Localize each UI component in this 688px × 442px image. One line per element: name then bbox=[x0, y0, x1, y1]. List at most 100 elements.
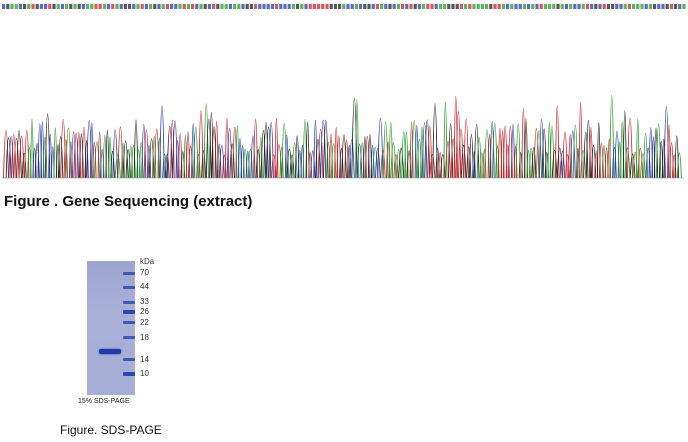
base-call-glyph bbox=[338, 4, 342, 9]
trace-peak bbox=[265, 126, 272, 179]
base-call-glyph bbox=[447, 4, 451, 9]
trace-peak bbox=[250, 135, 256, 179]
base-call-glyph bbox=[560, 4, 564, 9]
base-call-glyph bbox=[632, 4, 636, 9]
base-call-glyph bbox=[375, 4, 379, 9]
trace-peak bbox=[11, 134, 17, 179]
trace-peak bbox=[390, 142, 397, 179]
trace-peak bbox=[598, 142, 604, 179]
base-call-glyph bbox=[577, 4, 581, 9]
marker-label-10: 10 bbox=[140, 369, 149, 378]
base-call-glyph bbox=[149, 4, 153, 9]
trace-peak bbox=[268, 122, 274, 179]
trace-peak bbox=[112, 129, 119, 179]
base-call-glyph bbox=[10, 4, 14, 9]
base-call-glyph bbox=[514, 4, 518, 9]
marker-band-18 bbox=[123, 336, 135, 339]
trace-peak bbox=[622, 110, 627, 179]
trace-peak bbox=[216, 143, 222, 179]
base-call-glyph bbox=[279, 4, 283, 9]
trace-peak bbox=[341, 134, 347, 179]
trace-peak bbox=[166, 125, 173, 179]
trace-peak bbox=[18, 136, 25, 179]
base-call-glyph bbox=[228, 4, 232, 9]
marker-label-70: 70 bbox=[140, 268, 149, 277]
trace-peak bbox=[128, 145, 134, 179]
base-call-glyph bbox=[98, 4, 102, 9]
trace-peak bbox=[645, 147, 651, 179]
trace-peak bbox=[308, 151, 313, 179]
trace-peak bbox=[229, 143, 235, 179]
trace-peak bbox=[554, 104, 560, 179]
base-call-glyph bbox=[405, 4, 409, 9]
trace-peak bbox=[612, 146, 617, 179]
base-call-glyph bbox=[81, 4, 85, 9]
base-call-glyph bbox=[329, 4, 333, 9]
base-call-glyph bbox=[401, 4, 405, 9]
base-call-glyph bbox=[35, 4, 39, 9]
base-call-glyph bbox=[518, 4, 522, 9]
base-call-glyph bbox=[2, 4, 6, 9]
trace-peak bbox=[122, 140, 129, 179]
trace-peak bbox=[510, 123, 516, 179]
marker-band-70 bbox=[123, 272, 135, 275]
base-call-glyph bbox=[388, 4, 392, 9]
base-call-glyph bbox=[191, 4, 195, 9]
trace-peak bbox=[375, 148, 381, 179]
base-call-glyph bbox=[543, 4, 547, 9]
base-call-glyph bbox=[501, 4, 505, 9]
trace-peak bbox=[455, 111, 462, 179]
base-call-glyph bbox=[262, 4, 266, 9]
base-call-glyph bbox=[510, 4, 514, 9]
base-call-glyph bbox=[548, 4, 552, 9]
base-call-glyph bbox=[333, 4, 337, 9]
trace-peak bbox=[438, 152, 443, 179]
base-call-glyph bbox=[224, 4, 228, 9]
base-call-glyph bbox=[107, 4, 111, 9]
base-call-glyph bbox=[455, 4, 459, 9]
base-call-glyph bbox=[653, 4, 657, 9]
base-call-glyph bbox=[73, 4, 77, 9]
trace-peak bbox=[289, 154, 295, 179]
base-call-glyph bbox=[153, 4, 157, 9]
gel-percentage-caption: 15% SDS-PAGE bbox=[78, 398, 130, 405]
base-call-glyph bbox=[249, 4, 253, 9]
base-call-glyph bbox=[665, 4, 669, 9]
trace-peak bbox=[565, 154, 570, 179]
trace-peak bbox=[130, 144, 136, 179]
base-call-glyph bbox=[102, 4, 106, 9]
base-call-glyph bbox=[254, 4, 258, 9]
base-call-glyph bbox=[480, 4, 484, 9]
trace-peak bbox=[21, 152, 27, 179]
base-call-glyph bbox=[90, 4, 94, 9]
trace-peak bbox=[279, 146, 284, 179]
trace-peak bbox=[429, 154, 436, 179]
base-call-glyph bbox=[342, 4, 346, 9]
base-call-glyph bbox=[65, 4, 69, 9]
base-call-glyph bbox=[648, 4, 652, 9]
base-call-glyph bbox=[464, 4, 468, 9]
base-call-glyph bbox=[409, 4, 413, 9]
base-call-glyph bbox=[77, 4, 81, 9]
trace-peak bbox=[443, 101, 448, 179]
base-call-glyph bbox=[94, 4, 98, 9]
trace-peak bbox=[355, 99, 359, 179]
base-call-glyph bbox=[287, 4, 291, 9]
base-call-glyph bbox=[270, 4, 274, 9]
base-call-glyph bbox=[245, 4, 249, 9]
base-call-glyph bbox=[170, 4, 174, 9]
marker-band-26 bbox=[123, 310, 135, 314]
base-call-glyph bbox=[308, 4, 312, 9]
trace-peak bbox=[53, 127, 58, 179]
base-call-glyph bbox=[128, 4, 132, 9]
base-call-glyph bbox=[489, 4, 493, 9]
trace-peak bbox=[531, 147, 537, 179]
base-call-glyph bbox=[552, 4, 556, 9]
base-call-glyph bbox=[44, 4, 48, 9]
marker-label-33: 33 bbox=[140, 297, 149, 306]
trace-peak bbox=[559, 150, 566, 179]
marker-band-44 bbox=[123, 286, 135, 289]
trace-peak bbox=[157, 137, 162, 179]
trace-peak bbox=[276, 144, 282, 179]
trace-peak bbox=[110, 151, 115, 179]
